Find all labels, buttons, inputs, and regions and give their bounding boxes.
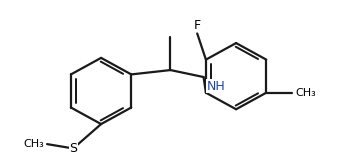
Text: S: S — [69, 142, 77, 155]
Text: NH: NH — [207, 80, 225, 93]
Text: F: F — [194, 19, 201, 32]
Text: CH₃: CH₃ — [295, 88, 316, 98]
Text: CH₃: CH₃ — [23, 139, 44, 149]
